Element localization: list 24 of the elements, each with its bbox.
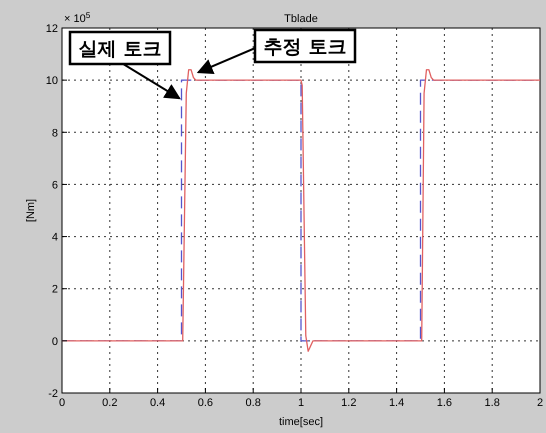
x-tick-label: 0.8 — [246, 397, 261, 409]
chart-title: Tblade — [284, 13, 318, 25]
y-tick-label: 0 — [52, 336, 58, 348]
y-tick-label: 8 — [52, 127, 58, 140]
y-tick-label: 4 — [52, 232, 58, 244]
annotation: 실제 토크 — [78, 38, 162, 60]
x-tick-label: 0.4 — [150, 397, 166, 409]
x-tick-label: 1.4 — [388, 397, 404, 409]
x-tick-label: 1 — [298, 397, 304, 409]
x-tick-label: 1.2 — [341, 397, 356, 409]
annotation: 추정 토크 — [264, 36, 346, 58]
y-tick-label: 10 — [46, 75, 58, 88]
y-axis-title: [Nm] — [25, 198, 37, 222]
x-tick-label: 1.6 — [436, 397, 452, 409]
y-tick-label: -2 — [48, 388, 58, 400]
y-tick-label: 6 — [52, 179, 58, 192]
y-tick-label: 12 — [46, 23, 58, 35]
x-axis-title: time[sec] — [278, 416, 324, 428]
x-tick-label: 0.6 — [198, 397, 214, 409]
x-tick-label: 1.8 — [484, 397, 500, 409]
text: × 10$^{5}$ — [64, 10, 91, 25]
y-tick-label: 2 — [52, 284, 58, 296]
x-tick-label: 2 — [536, 397, 544, 409]
x-tick-label: 0.2 — [102, 397, 118, 409]
